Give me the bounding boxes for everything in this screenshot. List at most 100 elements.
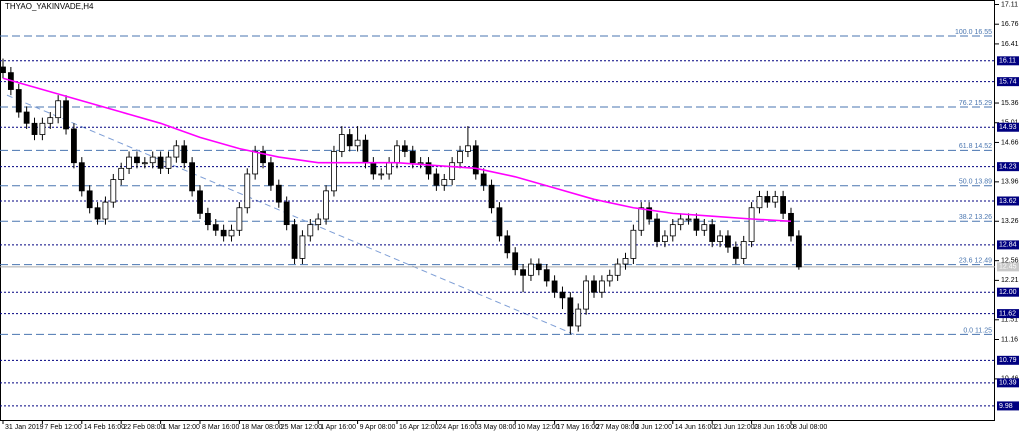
candle-body xyxy=(0,66,6,74)
candle-body xyxy=(275,184,282,203)
candle-body xyxy=(764,196,771,203)
y-tick-label: 15.36 xyxy=(1001,100,1019,107)
fib-label: 50.0 13.89 xyxy=(959,179,992,186)
chart-title: THYAO_YAKINVADE,H4 xyxy=(5,2,94,11)
x-tick-label: 22 Feb 08:00 xyxy=(123,424,164,431)
candle-body xyxy=(126,156,132,169)
y-tick-label: 13.26 xyxy=(1001,218,1019,225)
candle-body xyxy=(47,117,54,124)
fib-label: 100.0 16.55 xyxy=(955,29,992,36)
x-tick-label: 27 May 08:00 xyxy=(596,424,639,431)
candle-body xyxy=(252,151,259,175)
candle-body xyxy=(71,128,77,164)
y-tick-label: 11.51 xyxy=(1001,317,1018,324)
candle-body xyxy=(362,139,369,164)
candle-body xyxy=(197,190,203,214)
x-tick-label: 3 May 08:00 xyxy=(478,424,517,431)
candle-body xyxy=(425,162,432,175)
level-box xyxy=(997,196,1019,206)
level-label: 16.11 xyxy=(999,58,1016,65)
candle-body xyxy=(268,162,274,186)
level-box xyxy=(997,309,1019,319)
moving-average xyxy=(2,77,792,223)
y-tick-label: 17.11 xyxy=(1001,1,1018,8)
candle-body xyxy=(748,207,755,242)
level-label: 13.62 xyxy=(999,198,1017,205)
candle-body xyxy=(118,167,125,180)
candle-body xyxy=(86,190,93,209)
candle-body xyxy=(512,252,519,271)
candle-body xyxy=(795,235,802,268)
candle-body xyxy=(788,212,794,237)
candle-body xyxy=(141,162,148,165)
candle-body xyxy=(244,173,251,209)
candle-body xyxy=(346,134,353,147)
candle-body xyxy=(591,280,597,293)
x-tick-label: 10 May 12:00 xyxy=(517,424,560,431)
candle-body xyxy=(338,134,345,152)
level-box xyxy=(997,401,1019,411)
candle-body xyxy=(394,145,400,164)
candle-body xyxy=(134,156,140,164)
level-label: 10.39 xyxy=(999,380,1017,387)
x-tick-label: 18 Mar 08:00 xyxy=(241,424,282,431)
level-box xyxy=(997,287,1019,297)
candle-body xyxy=(756,196,763,209)
candle-body xyxy=(260,151,266,164)
y-tick-label: 12.21 xyxy=(1001,277,1019,284)
candle-body xyxy=(401,145,408,152)
candle-body xyxy=(583,280,590,310)
candle-body xyxy=(457,151,463,164)
candle-body xyxy=(528,263,534,276)
candle-body xyxy=(717,235,723,242)
candle-body xyxy=(354,139,361,147)
level-label: 10.79 xyxy=(999,357,1017,364)
candle-body xyxy=(370,162,377,175)
candle-body xyxy=(543,269,550,282)
x-tick-label: 8 Mar 16:00 xyxy=(202,424,239,431)
x-tick-label: 17 May 16:00 xyxy=(557,424,600,431)
fib-label: 61.8 14.52 xyxy=(959,143,992,150)
candle-body xyxy=(472,145,479,175)
level-box xyxy=(997,122,1019,132)
candle-body xyxy=(449,162,456,180)
price-box xyxy=(997,262,1019,272)
candle-body xyxy=(181,145,188,164)
candle-body xyxy=(575,308,582,327)
candle-body xyxy=(441,179,448,186)
candle-body xyxy=(701,224,708,231)
candle-body xyxy=(480,173,487,186)
candle-body xyxy=(283,201,290,226)
y-tick-label: 13.96 xyxy=(1001,179,1019,186)
y-tick-label: 16.76 xyxy=(1001,21,1019,28)
fib-label: 23.6 12.49 xyxy=(959,257,992,264)
candle-body xyxy=(55,100,62,119)
candle-body xyxy=(693,218,700,231)
y-tick-label: 14.66 xyxy=(1001,139,1019,146)
candle-body xyxy=(504,235,511,254)
level-label: 11.62 xyxy=(999,310,1016,317)
candle-body xyxy=(212,224,219,231)
candle-body xyxy=(220,229,227,237)
x-tick-label: 21 Jun 12:00 xyxy=(714,424,755,431)
candle-body xyxy=(78,162,85,192)
candle-body xyxy=(520,269,526,276)
level-label: 12.00 xyxy=(999,289,1017,296)
candle-body xyxy=(598,280,605,293)
level-label: 12.84 xyxy=(999,242,1017,249)
level-box xyxy=(997,77,1019,87)
x-tick-label: 16 Apr 12:00 xyxy=(399,424,439,431)
level-label: 9.98 xyxy=(999,403,1013,410)
x-tick-label: 31 Jan 2019 xyxy=(5,424,44,431)
candle-body xyxy=(15,89,22,113)
x-tick-label: 14 Feb 16:00 xyxy=(84,424,125,431)
candle-body xyxy=(646,207,653,220)
candle-body xyxy=(204,212,211,226)
candle-body xyxy=(732,246,739,259)
x-tick-label: 8 Jul 08:00 xyxy=(793,424,827,431)
candle-body xyxy=(23,111,30,124)
candle-body xyxy=(236,207,243,231)
x-tick-label: 1 Mar 12:00 xyxy=(163,424,200,431)
y-tick-label: 16.41 xyxy=(1001,41,1019,48)
